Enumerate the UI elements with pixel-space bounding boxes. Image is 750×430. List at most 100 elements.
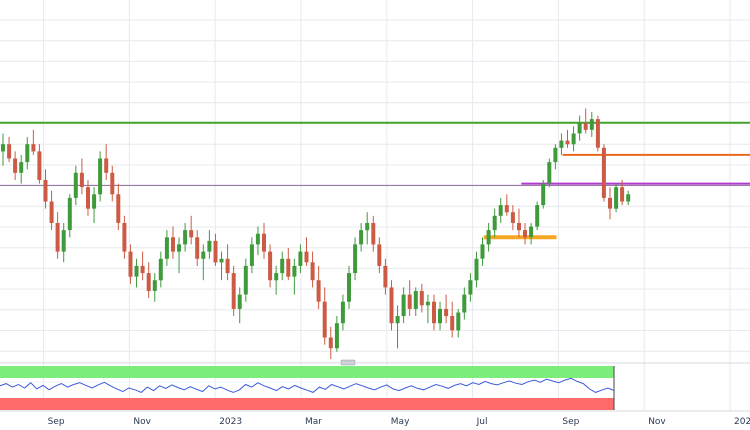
candle-body — [286, 258, 291, 277]
candle — [201, 244, 206, 281]
candle — [164, 230, 169, 266]
candle — [207, 230, 212, 259]
time-axis-label: Nov — [648, 417, 666, 427]
candle-body — [535, 205, 540, 227]
candle — [1, 133, 5, 166]
candle-body — [377, 244, 382, 266]
candle-body — [243, 265, 248, 295]
candle-body — [456, 312, 461, 331]
candle — [456, 308, 461, 338]
candle-body — [195, 237, 200, 259]
candles — [1, 108, 631, 359]
candle — [225, 244, 230, 281]
candle — [219, 251, 224, 281]
candle — [268, 244, 273, 288]
candle-body — [43, 180, 48, 202]
candle-body — [225, 258, 230, 274]
candle — [413, 287, 418, 316]
candle — [55, 212, 60, 259]
candle-body — [419, 291, 424, 306]
candle-body — [304, 251, 309, 263]
candle-body — [541, 183, 546, 206]
candle — [498, 197, 503, 223]
candle-body — [116, 194, 121, 223]
candle-body — [86, 187, 90, 209]
candle-body — [395, 316, 400, 324]
candle-body — [553, 147, 558, 163]
candle-body — [601, 147, 606, 198]
candle-body — [73, 172, 78, 198]
candle — [535, 201, 540, 231]
candle-body — [164, 237, 169, 259]
candle-body — [480, 244, 485, 259]
grid — [0, 0, 750, 411]
candle — [237, 287, 242, 324]
candle-body — [328, 337, 333, 349]
oversold-band — [0, 398, 614, 410]
candle — [401, 287, 406, 324]
candle — [432, 294, 436, 331]
candle-body — [571, 133, 576, 145]
candle — [104, 144, 109, 180]
candle — [504, 194, 509, 216]
candle-body — [189, 230, 194, 238]
candle-body — [620, 187, 625, 202]
candle-body — [201, 251, 206, 259]
candle — [231, 265, 236, 316]
candle — [116, 183, 121, 231]
candle-body — [559, 140, 564, 148]
candle — [468, 273, 473, 302]
candle-body — [462, 294, 467, 313]
candle — [183, 223, 188, 252]
candle — [589, 112, 594, 137]
candle-body — [316, 280, 321, 302]
candle-body — [255, 233, 260, 245]
candle-body — [626, 194, 631, 202]
candle — [450, 301, 455, 338]
candle — [595, 115, 600, 152]
candle — [92, 187, 97, 223]
candle-body — [7, 144, 12, 159]
candle — [395, 305, 400, 349]
candle — [86, 180, 90, 216]
candle — [158, 251, 163, 288]
candle-body — [517, 223, 521, 231]
candle — [298, 244, 303, 274]
candle-body — [146, 273, 151, 291]
candle — [614, 183, 619, 213]
candle — [243, 258, 248, 302]
candle — [462, 287, 467, 320]
candle-body — [383, 265, 388, 288]
candle — [195, 230, 200, 266]
candle-body — [413, 291, 418, 309]
candle-body — [134, 265, 139, 277]
candle — [510, 205, 515, 231]
candle — [152, 273, 157, 302]
candle-body — [98, 158, 103, 195]
candle — [19, 154, 24, 184]
time-axis-label: Nov — [133, 417, 151, 427]
candle-body — [529, 226, 534, 238]
candle-body — [450, 316, 455, 331]
candle-body — [158, 258, 163, 281]
candle — [577, 115, 582, 141]
candle — [213, 233, 218, 266]
candle-body — [359, 230, 364, 245]
candle — [61, 223, 66, 263]
candle-body — [347, 273, 351, 302]
candle-body — [292, 265, 297, 277]
candle — [316, 265, 321, 309]
candle — [389, 280, 394, 331]
candle-body — [547, 162, 552, 184]
candle — [128, 244, 133, 284]
candle-body — [171, 237, 175, 252]
candle-body — [13, 158, 18, 173]
candle-body — [504, 205, 509, 213]
candle — [529, 223, 534, 245]
candle-body — [492, 215, 497, 231]
candle-body — [61, 230, 66, 252]
candle-body — [122, 223, 127, 252]
candle — [559, 133, 564, 155]
